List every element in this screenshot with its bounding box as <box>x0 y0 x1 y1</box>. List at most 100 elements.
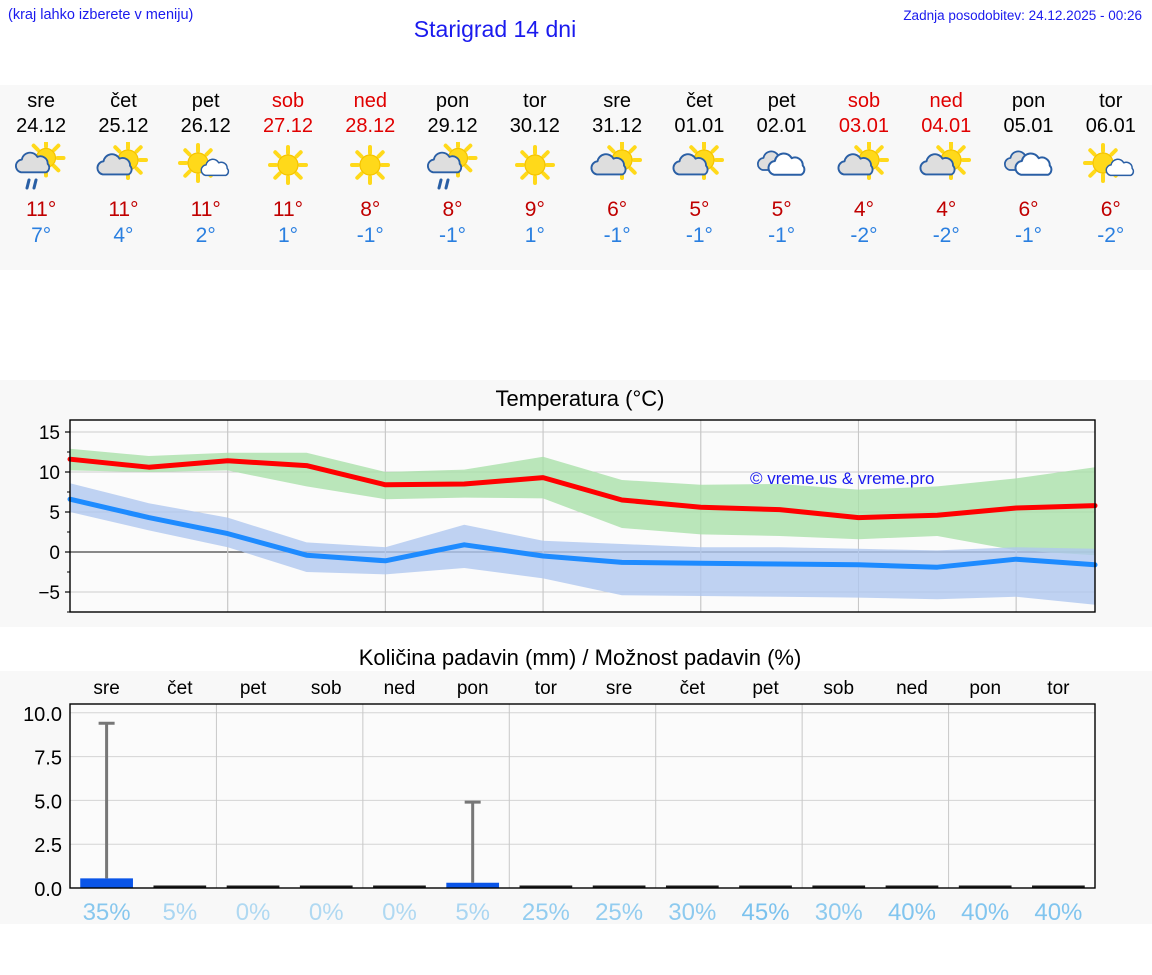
temperature-max: 4° <box>853 198 874 221</box>
day-column[interactable]: pet 02.01 5° -1° <box>741 85 823 270</box>
temperature-min: 4° <box>113 224 134 247</box>
day-date: 03.01 <box>838 115 889 137</box>
page-header: (kraj lahko izberete v meniju) Starigrad… <box>0 0 1152 60</box>
sun-cloud-rain-icon <box>426 142 478 190</box>
weather-icon-wrap <box>910 141 982 193</box>
temperature-min: -1° <box>1014 224 1043 247</box>
temperature-min: -1° <box>356 224 384 247</box>
weather-icon-wrap <box>499 141 571 193</box>
day-date: 30.12 <box>509 115 560 137</box>
day-name: tor <box>523 90 547 112</box>
temperature-max: 11° <box>190 198 221 221</box>
temperature-min: 1° <box>277 224 299 247</box>
day-column[interactable]: čet 25.12 11° 4° <box>82 85 164 270</box>
menu-hint-text: (kraj lahko izberete v meniju) <box>8 7 194 23</box>
day-date: 31.12 <box>592 115 643 137</box>
sun-small-cloud-icon <box>177 143 229 183</box>
day-name: sre <box>27 90 56 112</box>
day-name: pon <box>1011 90 1046 112</box>
weather-icon-wrap <box>170 141 242 193</box>
day-date: 24.12 <box>16 115 67 137</box>
sun-small-cloud-icon <box>1082 143 1134 183</box>
temperature-min: -1° <box>768 224 796 247</box>
sun-cloud-icon <box>590 142 643 180</box>
temperature-max: 6° <box>1100 198 1121 221</box>
weather-icon-wrap <box>334 141 406 193</box>
sun-icon <box>514 145 555 185</box>
day-name: tor <box>1099 90 1123 112</box>
temperature-min: 2° <box>195 224 216 247</box>
day-date: 27.12 <box>262 115 314 137</box>
weather-icon-wrap <box>581 141 653 193</box>
weather-icon-wrap <box>87 141 159 193</box>
temperature-max: 11° <box>26 198 57 221</box>
temperature-chart-title: Temperatura (°C) <box>495 386 665 411</box>
day-name: sob <box>847 90 881 112</box>
last-updated-text: Zadnja posodobitev: 24.12.2025 - 00:26 <box>903 8 1142 23</box>
day-column[interactable]: sre 31.12 6° -1° <box>576 85 658 270</box>
day-date: 06.01 <box>1085 115 1136 137</box>
temperature-max: 5° <box>771 198 792 221</box>
temperature-max: 6° <box>607 198 628 221</box>
temperature-max: 11° <box>272 198 304 221</box>
temperature-max: 9° <box>524 198 545 221</box>
day-column[interactable]: pet 26.12 11° 2° <box>165 85 247 270</box>
day-name: pet <box>767 90 796 112</box>
sun-cloud-icon <box>96 142 149 180</box>
sun-cloud-icon <box>837 142 889 180</box>
temperature-max: 8° <box>442 198 463 221</box>
sun-icon <box>267 145 308 185</box>
cloudy-icon <box>756 150 805 176</box>
day-name: pon <box>435 90 470 112</box>
day-name: ned <box>929 90 963 112</box>
temperature-max: 8° <box>360 198 381 221</box>
day-date: 04.01 <box>921 115 972 137</box>
day-name: sre <box>603 90 631 112</box>
weather-icon-wrap <box>252 141 324 193</box>
page-title: Starigrad 14 dni <box>413 16 577 42</box>
day-name: ned <box>353 90 387 112</box>
day-column[interactable]: tor 30.12 9° 1° <box>494 85 576 270</box>
sun-cloud-icon <box>919 142 972 180</box>
day-column[interactable]: tor 06.01 6° -2° <box>1070 85 1152 270</box>
daily-forecast-strip: sre 24.12 11° 7° čet 25.12 11° 4° pet 26.12 11° 2° s… <box>0 85 1152 270</box>
day-column[interactable]: ned 28.12 8° -1° <box>329 85 411 270</box>
day-date: 25.12 <box>98 115 149 137</box>
precipitation-chart-title: Količina padavin (mm) / Možnost padavin … <box>358 645 802 670</box>
sun-cloud-icon <box>672 142 725 180</box>
day-date: 01.01 <box>674 115 725 137</box>
weather-icon-wrap <box>993 141 1065 193</box>
sun-cloud-rain-icon <box>15 142 66 190</box>
temperature-min: -2° <box>850 224 878 247</box>
day-date: 28.12 <box>345 115 396 137</box>
day-date: 05.01 <box>1003 115 1054 137</box>
day-column[interactable]: ned 04.01 4° -2° <box>905 85 987 270</box>
day-column[interactable]: čet 01.01 5° -1° <box>658 85 740 270</box>
weather-icon-wrap <box>1075 141 1147 193</box>
temperature-min: -2° <box>1097 224 1125 247</box>
day-column[interactable]: sob 27.12 11° 1° <box>247 85 329 270</box>
day-name: sob <box>271 90 305 112</box>
day-column[interactable]: sob 03.01 4° -2° <box>823 85 905 270</box>
weather-icon-wrap <box>417 141 489 193</box>
day-name: čet <box>110 90 137 112</box>
temperature-max: 4° <box>936 198 957 221</box>
temperature-min: -2° <box>932 224 960 247</box>
weather-icon-wrap <box>828 141 900 193</box>
day-date: 29.12 <box>427 115 478 137</box>
day-name: pet <box>191 90 220 112</box>
temperature-min: -1° <box>685 224 713 247</box>
temperature-max: 5° <box>689 198 710 221</box>
day-column[interactable]: pon 29.12 8° -1° <box>411 85 493 270</box>
weather-icon-wrap <box>746 141 818 193</box>
temperature-chart-panel: Temperatura (°C) <box>0 380 1152 627</box>
temperature-min: 1° <box>524 224 545 247</box>
day-column[interactable]: sre 24.12 11° 7° <box>0 85 82 270</box>
day-name: čet <box>686 90 713 112</box>
day-date: 26.12 <box>180 115 231 137</box>
temperature-max: 11° <box>108 198 139 221</box>
day-column[interactable]: pon 05.01 6° -1° <box>987 85 1069 270</box>
precipitation-chart-panel: Količina padavin (mm) / Možnost padavin … <box>0 640 1152 925</box>
temperature-min: -1° <box>603 224 631 247</box>
cloudy-icon <box>1003 150 1052 176</box>
